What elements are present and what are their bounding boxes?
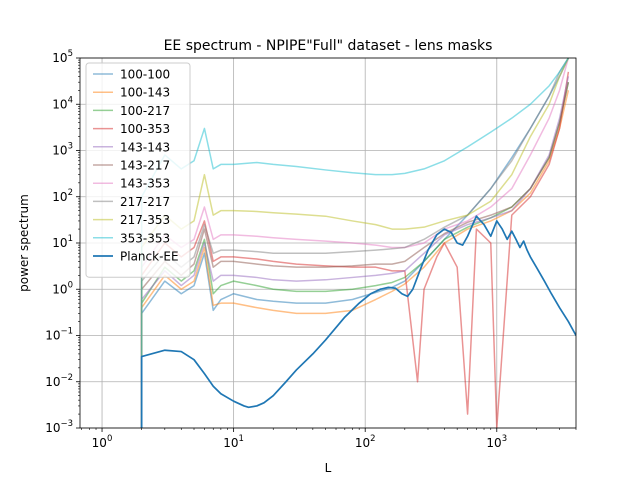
series-line-143-353 xyxy=(140,58,570,428)
legend-label: 100-143 xyxy=(120,86,170,100)
series-line-217-353 xyxy=(140,58,570,428)
legend-box xyxy=(85,62,191,278)
legend-label: 100-100 xyxy=(120,68,170,82)
x-tick-label: 103 xyxy=(486,434,507,450)
y-tick-label: 103 xyxy=(52,142,73,158)
legend-label: 143-143 xyxy=(120,140,170,154)
series-line-353-353 xyxy=(140,58,570,428)
series-line-143-217 xyxy=(140,82,570,428)
legend: 100-100 100-143 100-217 100-353 143-143 143-2… xyxy=(85,62,191,278)
chart-title: EE spectrum - NPIPE"Full" dataset - lens… xyxy=(164,38,493,54)
series-layer xyxy=(140,58,576,428)
legend-label: 143-353 xyxy=(120,177,170,191)
series-line-Planck-EE xyxy=(140,215,576,428)
legend-label: 353-353 xyxy=(120,231,170,245)
y-axis-label: power spectrum xyxy=(17,194,31,292)
legend-label: 217-353 xyxy=(120,213,170,227)
x-axis-label: L xyxy=(325,461,332,475)
series-line-100-100 xyxy=(140,58,570,428)
y-tick-label: 105 xyxy=(52,49,73,65)
x-tick-label: 102 xyxy=(355,434,376,450)
y-tick-label: 10−2 xyxy=(45,373,73,389)
x-axis: 100 101 102 103 xyxy=(81,428,577,450)
series-line-100-353 xyxy=(140,71,570,428)
y-tick-label: 10−1 xyxy=(45,327,73,343)
legend-label: 217-217 xyxy=(120,195,170,209)
y-tick-label: 100 xyxy=(52,280,73,296)
legend-label: 143-217 xyxy=(120,159,170,173)
x-tick-label: 100 xyxy=(92,434,113,450)
legend-label: Planck-EE xyxy=(120,250,179,264)
y-axis: 10−3 10−2 10−1 100 101 102 103 104 105 xyxy=(45,49,80,435)
series-line-217-217 xyxy=(140,58,570,428)
x-tick-label: 101 xyxy=(223,434,244,450)
y-tick-label: 102 xyxy=(52,188,73,204)
y-tick-label: 10−3 xyxy=(45,419,73,435)
series-line-143-143 xyxy=(140,76,570,428)
legend-label: 100-353 xyxy=(120,122,170,136)
legend-label: 100-217 xyxy=(120,104,170,118)
y-tick-label: 101 xyxy=(52,234,73,250)
y-tick-label: 104 xyxy=(52,95,73,111)
